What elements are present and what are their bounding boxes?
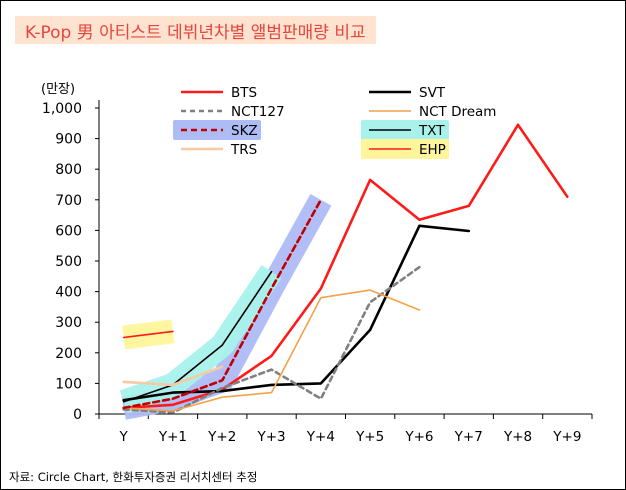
- legend-item-nct-dream: NCT Dream: [369, 104, 496, 120]
- series-line-nct127: [122, 265, 421, 414]
- x-tick-label: Y: [119, 429, 129, 445]
- legend-label: SKZ: [231, 123, 258, 139]
- legend-label: EHP: [419, 142, 446, 158]
- legend-item-txt: TXT: [361, 120, 449, 140]
- x-tick-label: Y+7: [454, 429, 483, 445]
- x-tick-label: Y+8: [503, 429, 532, 445]
- legend-item-trs: TRS: [181, 142, 257, 158]
- series-bts: [122, 123, 569, 410]
- legend-item-nct127: NCT127: [181, 104, 285, 120]
- series-highlight-skz: [121, 193, 332, 420]
- series-txt: [122, 270, 273, 403]
- y-tick-label: 600: [55, 223, 82, 239]
- x-tick-label: Y+2: [207, 429, 236, 445]
- x-tick-label: Y+5: [355, 429, 384, 445]
- legend-label: TRS: [230, 142, 257, 158]
- legend-item-skz: SKZ: [173, 120, 261, 140]
- legend: BTS SVT NCT127 NCT Dream SKZ TXT TRS EHP: [173, 85, 496, 159]
- series-line-trs: [122, 365, 224, 387]
- y-tick-label: 800: [55, 162, 82, 178]
- legend-label: SVT: [419, 85, 446, 101]
- x-tick-label: Y+6: [404, 429, 433, 445]
- y-tick-label: 200: [55, 346, 82, 362]
- series-nct127: [122, 265, 421, 414]
- x-tick-label: Y+4: [306, 429, 335, 445]
- y-tick-label: 300: [55, 315, 82, 331]
- series-line-skz: [122, 198, 323, 410]
- y-tick-label: 100: [55, 376, 82, 392]
- series-line-nct-dream: [122, 289, 421, 412]
- series-skz: [122, 198, 323, 410]
- series-nct-dream: [122, 289, 421, 412]
- series-line-bts: [122, 123, 569, 410]
- legend-label: TXT: [418, 123, 445, 139]
- legend-label: BTS: [231, 85, 257, 101]
- series-ehp: [122, 330, 174, 339]
- source-note: 자료: Circle Chart, 한화투자증권 리서치센터 추정: [9, 470, 258, 484]
- series-line-txt: [122, 270, 273, 403]
- x-tick-label: Y+9: [552, 429, 581, 445]
- y-tick-label: 700: [55, 193, 82, 209]
- y-tick-label: 400: [55, 285, 82, 301]
- x-tick-label: Y+3: [256, 429, 285, 445]
- y-tick-label: 1,000: [42, 101, 82, 117]
- legend-item-ehp: EHP: [361, 139, 449, 159]
- series-line-ehp: [122, 330, 174, 339]
- x-tick-label: Y+1: [158, 429, 187, 445]
- y-tick-label: 500: [55, 254, 82, 270]
- legend-item-bts: BTS: [181, 85, 257, 101]
- chart-title: K-Pop 男 아티스트 데뷔년차별 앨범판매량 비교: [25, 22, 366, 43]
- legend-label: NCT Dream: [419, 104, 496, 120]
- series-trs: [122, 365, 224, 387]
- y-tick-label: 0: [73, 407, 82, 423]
- y-tick-label: 900: [55, 132, 82, 148]
- legend-label: NCT127: [231, 104, 285, 120]
- y-axis-unit: (만장): [41, 82, 75, 97]
- legend-item-svt: SVT: [369, 85, 446, 101]
- title-box: K-Pop 男 아티스트 데뷔년차별 앨범판매량 비교: [15, 16, 376, 44]
